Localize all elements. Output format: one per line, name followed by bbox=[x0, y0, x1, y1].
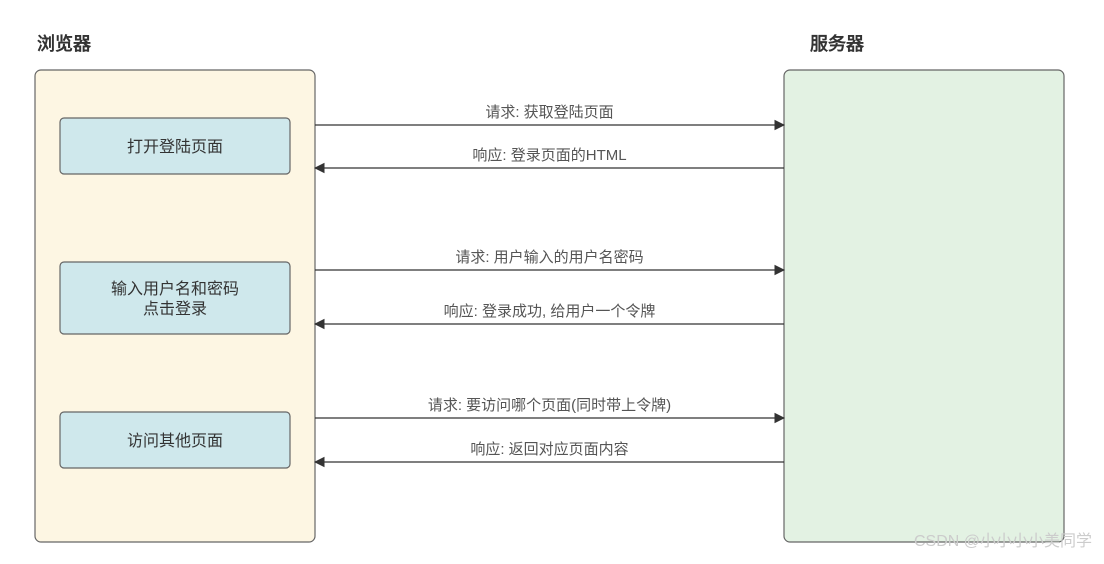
edge-label: 响应: 登录成功, 给用户一个令牌 bbox=[444, 302, 656, 320]
server-title: 服务器 bbox=[810, 33, 865, 54]
step-node-label: 点击登录 bbox=[143, 300, 207, 318]
step-node-label: 输入用户名和密码 bbox=[111, 280, 239, 298]
step-node-label: 打开登陆页面 bbox=[127, 138, 223, 156]
edge-label: 响应: 登录页面的HTML bbox=[472, 146, 626, 164]
browser-title: 浏览器 bbox=[37, 33, 92, 54]
watermark-text: CSDN @小小小小美同学 bbox=[914, 532, 1092, 550]
step-node-label: 访问其他页面 bbox=[127, 432, 223, 450]
server-box bbox=[784, 70, 1064, 542]
step-node bbox=[60, 262, 290, 334]
edge-label: 请求: 获取登陆页面 bbox=[485, 104, 613, 121]
edge-label: 请求: 要访问哪个页面(同时带上令牌) bbox=[428, 397, 671, 414]
sequence-diagram: 浏览器 服务器打开登陆页面输入用户名和密码点击登录访问其他页面 请求: 获取登陆页面… bbox=[0, 0, 1104, 564]
edge-label: 响应: 返回对应页面内容 bbox=[470, 440, 628, 458]
edge-label: 请求: 用户输入的用户名密码 bbox=[455, 249, 643, 266]
